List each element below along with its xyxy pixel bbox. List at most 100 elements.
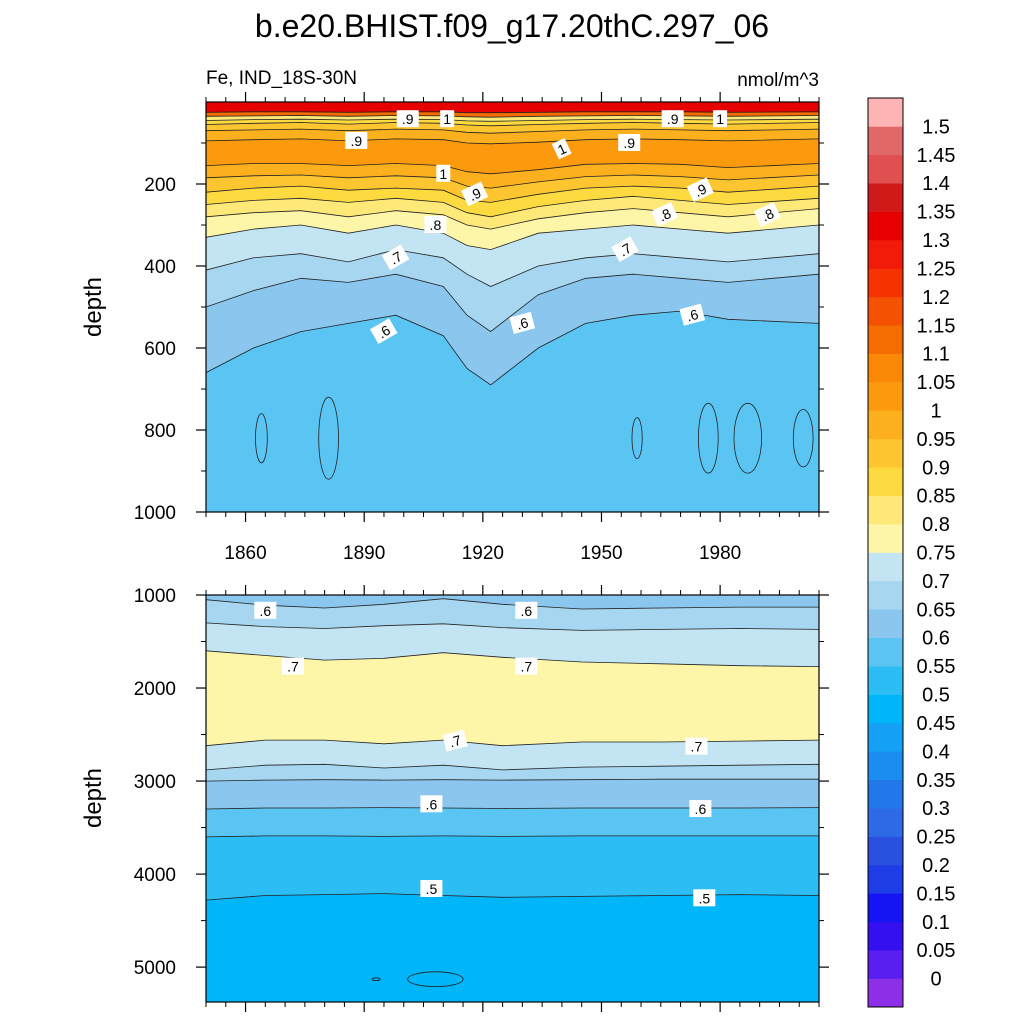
colorbar-label-7: 0.35 — [917, 770, 956, 792]
upper-contour-label-7: 1 — [436, 164, 451, 182]
upper-contour-label-16: .6 — [509, 311, 536, 334]
upper-contour-label-text-4: .9 — [350, 133, 362, 149]
colorbar-label-1: 0.05 — [917, 940, 956, 962]
colorbar-box-26 — [868, 240, 903, 269]
colorbar-label-21: 1.05 — [917, 372, 956, 394]
upper-contour-label-3: 1 — [713, 110, 728, 128]
upper-ytick-label-3: 800 — [144, 421, 176, 442]
upper-xtick-label-0: 1860 — [224, 543, 266, 564]
lower-axes: 1000 2000 3000 4000 5000 — [134, 585, 829, 1012]
lower-blob-0 — [407, 971, 464, 987]
colorbar-label-18: 0.9 — [922, 457, 950, 479]
upper-ytick-label-1: 400 — [144, 257, 176, 278]
colorbar-box-13 — [868, 609, 903, 639]
lower-ytick-label-2: 3000 — [134, 772, 176, 793]
lower-contour-label-5: .7 — [685, 737, 708, 755]
upper-contour-label-2: .9 — [661, 110, 684, 128]
upper-panel: .9 1 .9 1 .9 1 .9 1 .9 .9 .8 .8 .8 .7 .7 .6 .6 .6 200 400 6… — [80, 92, 829, 564]
colorbar-box-12 — [868, 637, 903, 667]
colorbar-box-20 — [868, 410, 903, 440]
colorbar-box-5 — [868, 836, 903, 866]
lower-ylabel: depth — [80, 768, 107, 828]
lower-isoline-4 — [206, 763, 819, 771]
lower-contour-labels: .6 .6 .7 .7 .7 .7 .6 .6 .5 .5 — [254, 601, 716, 907]
upper-isoline-10 — [206, 128, 819, 134]
lower-panel: .6 .6 .7 .7 .7 .7 .6 .6 .5 .5 1000 2000 3000 4000 500… — [80, 585, 829, 1012]
upper-isoline-9 — [206, 138, 819, 145]
colorbar-label-12: 0.6 — [922, 628, 950, 650]
colorbar-label-25: 1.25 — [917, 258, 956, 280]
colorbar-box-31 — [868, 98, 903, 127]
upper-contour-label-text-16: .6 — [515, 314, 531, 333]
lower-contour-label-text-7: .6 — [695, 801, 707, 817]
colorbar-box-23 — [868, 325, 903, 354]
upper-fill — [206, 102, 819, 512]
lower-contour-label-text-5: .7 — [691, 739, 703, 755]
colorbar-box-4 — [868, 864, 903, 894]
colorbar-label-5: 0.25 — [917, 827, 956, 849]
upper-ytick-label-0: 200 — [144, 175, 176, 196]
upper-contour-label-13: .7 — [381, 244, 410, 271]
colorbar-label-22: 1.1 — [922, 344, 950, 366]
upper-blob-2 — [631, 417, 643, 460]
upper-contour-label-4: .9 — [345, 131, 368, 149]
colorbar-box-17 — [868, 495, 903, 525]
upper-xtick-label-2: 1920 — [462, 543, 504, 564]
colorbar-box-11 — [868, 666, 903, 695]
lower-ytick-label-1: 2000 — [134, 679, 176, 700]
colorbar-label-26: 1.3 — [922, 230, 950, 252]
lower-contour-label-0: .6 — [254, 601, 277, 619]
lower-contour-label-text-4: .7 — [447, 732, 463, 751]
upper-contour-label-1: 1 — [440, 110, 455, 128]
upper-blob-5 — [792, 409, 814, 468]
upper-isoline-2 — [206, 249, 819, 287]
colorbar-label-14: 0.7 — [922, 571, 950, 593]
upper-blob-0 — [255, 413, 268, 464]
colorbar-box-18 — [868, 467, 903, 496]
colorbar-label-29: 1.45 — [917, 145, 956, 167]
colorbar-box-19 — [868, 438, 903, 468]
lower-contour-label-3: .7 — [515, 657, 538, 675]
lower-contour-label-6: .6 — [420, 795, 443, 813]
upper-isoline-3 — [206, 224, 819, 251]
upper-isoline-8 — [206, 163, 819, 175]
lower-contour-label-2: .7 — [282, 657, 304, 675]
colorbar-box-22 — [868, 353, 903, 383]
colorbar-label-2: 0.1 — [922, 912, 950, 934]
upper-ytick-label-2: 600 — [144, 339, 176, 360]
colorbar-label-30: 1.5 — [922, 116, 950, 138]
upper-ylabel: depth — [80, 277, 107, 337]
colorbar-box-16 — [868, 524, 903, 553]
upper-ytick-label-4: 1000 — [134, 503, 176, 524]
colorbar-label-0: 0 — [930, 969, 941, 991]
lower-contour-label-9: .5 — [693, 889, 716, 907]
colorbar-box-28 — [868, 183, 903, 212]
colorbar-box-21 — [868, 382, 903, 411]
lower-ytick-label-3: 4000 — [134, 865, 176, 886]
upper-isoline-5 — [206, 195, 819, 218]
upper-contour-label-text-0: .9 — [402, 111, 414, 127]
colorbar-box-6 — [868, 808, 903, 837]
colorbar-label-28: 1.4 — [922, 173, 950, 195]
upper-contour-label-15: .6 — [369, 318, 398, 345]
upper-contour-label-text-17: .6 — [685, 306, 701, 325]
colorbar-label-24: 1.2 — [922, 287, 950, 309]
lower-contour-label-text-3: .7 — [520, 659, 532, 675]
colorbar-label-9: 0.45 — [917, 713, 956, 735]
lower-contour-label-text-6: .6 — [426, 796, 438, 812]
upper-isoline-0 — [206, 310, 819, 386]
colorbar-box-9 — [868, 722, 903, 752]
chart-title: b.e20.BHIST.f09_g17.20thC.297_06 — [255, 8, 769, 44]
upper-contour-label-8: .9 — [461, 181, 489, 207]
upper-contour-label-text-6: .9 — [623, 135, 635, 151]
lower-isoline-0 — [206, 598, 819, 610]
upper-blob-4 — [733, 402, 763, 474]
lower-fill — [206, 595, 819, 1002]
lower-ytick-label-4: 5000 — [134, 958, 176, 979]
colorbar-label-3: 0.15 — [917, 883, 956, 905]
lower-isoline-5 — [206, 778, 819, 782]
upper-band-14 — [206, 102, 819, 113]
left-subtitle: Fe, IND_18S-30N — [206, 68, 357, 89]
colorbar-box-3 — [868, 893, 903, 923]
upper-contour-label-9: .9 — [686, 177, 714, 203]
